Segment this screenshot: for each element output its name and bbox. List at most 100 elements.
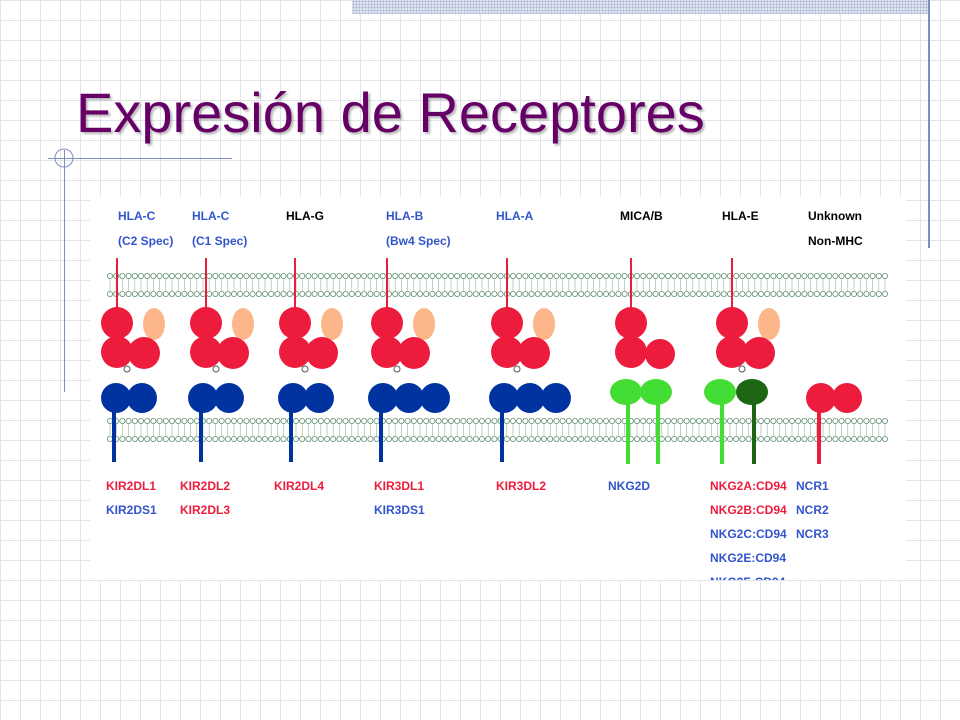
ligand-hla-a-peptide bbox=[513, 365, 521, 373]
lipid-head bbox=[844, 435, 851, 442]
lipid-head bbox=[491, 291, 498, 298]
lipid-head bbox=[677, 291, 684, 298]
receptor-kir3dl2-ig-domain bbox=[515, 383, 545, 413]
ligand-hla-c2-alpha3 bbox=[101, 307, 133, 339]
lipid-head bbox=[441, 273, 448, 280]
lipid-head bbox=[398, 435, 405, 442]
ligand-label: Unknown bbox=[808, 209, 862, 223]
lipid-head bbox=[255, 417, 262, 424]
lipid-head bbox=[330, 435, 337, 442]
lipid-head bbox=[720, 273, 727, 280]
lipid-head bbox=[144, 417, 151, 424]
lipid-head bbox=[714, 435, 721, 442]
receptor-label: KIR2DS1 bbox=[106, 503, 157, 517]
lipid-head bbox=[634, 417, 641, 424]
lipid-head bbox=[764, 273, 771, 280]
ligand-hla-c1-alpha3 bbox=[190, 307, 222, 339]
lipid-head bbox=[838, 273, 845, 280]
lipid-head bbox=[739, 417, 746, 424]
lipid-head bbox=[720, 291, 727, 298]
lipid-head bbox=[373, 417, 380, 424]
nk-cell-membrane bbox=[106, 417, 889, 442]
lipid-head bbox=[559, 435, 566, 442]
lipid-head bbox=[789, 291, 796, 298]
lipid-head bbox=[683, 435, 690, 442]
ligand-hla-c2-alpha1 bbox=[101, 336, 133, 368]
lipid-head bbox=[522, 273, 529, 280]
lipid-head bbox=[317, 273, 324, 280]
lipid-head bbox=[373, 291, 380, 298]
decor-vline-right bbox=[928, 0, 930, 248]
lipid-head bbox=[733, 417, 740, 424]
lipid-head bbox=[212, 291, 219, 298]
lipid-head bbox=[485, 273, 492, 280]
slide-title: Expresión de Receptores bbox=[76, 81, 705, 144]
lipid-head bbox=[274, 417, 281, 424]
lipid-head bbox=[398, 417, 405, 424]
ligand-hla-c2-b2m bbox=[143, 308, 165, 340]
lipid-head bbox=[373, 435, 380, 442]
lipid-head bbox=[336, 417, 343, 424]
lipid-head bbox=[770, 273, 777, 280]
lipid-head bbox=[423, 291, 430, 298]
lipid-head bbox=[218, 417, 225, 424]
lipid-head bbox=[181, 273, 188, 280]
lipid-head bbox=[305, 273, 312, 280]
lipid-head bbox=[255, 435, 262, 442]
lipid-head bbox=[677, 435, 684, 442]
lipid-head bbox=[410, 435, 417, 442]
lipid-head bbox=[851, 417, 858, 424]
lipid-head bbox=[640, 273, 647, 280]
lipid-head bbox=[851, 273, 858, 280]
lipid-head bbox=[447, 291, 454, 298]
lipid-head bbox=[708, 417, 715, 424]
lipid-head bbox=[144, 291, 151, 298]
ligand-hla-b-alpha3 bbox=[371, 307, 403, 339]
lipid-head bbox=[460, 273, 467, 280]
ligand-hla-a-b2m bbox=[533, 308, 555, 340]
lipid-head bbox=[478, 435, 485, 442]
lipid-head bbox=[200, 273, 207, 280]
ligand-hla-g-peptide bbox=[301, 365, 309, 373]
lipid-head bbox=[689, 435, 696, 442]
ligand-label: HLA-G bbox=[286, 209, 324, 223]
lipid-head bbox=[460, 291, 467, 298]
lipid-head bbox=[832, 273, 839, 280]
lipid-head bbox=[565, 435, 572, 442]
lipid-head bbox=[671, 417, 678, 424]
lipid-head bbox=[838, 417, 845, 424]
lipid-head bbox=[268, 435, 275, 442]
lipid-head bbox=[156, 291, 163, 298]
lipid-head bbox=[410, 417, 417, 424]
lipid-head bbox=[243, 291, 250, 298]
ligand-hla-e-alpha3 bbox=[716, 307, 748, 339]
lipid-head bbox=[429, 417, 436, 424]
lipid-head bbox=[696, 417, 703, 424]
lipid-head bbox=[714, 291, 721, 298]
lipid-head bbox=[534, 291, 541, 298]
lipid-head bbox=[863, 291, 870, 298]
lipid-head bbox=[844, 291, 851, 298]
lipid-head bbox=[336, 291, 343, 298]
lipid-head bbox=[342, 273, 349, 280]
lipid-head bbox=[801, 435, 808, 442]
lipid-head bbox=[454, 291, 461, 298]
lipid-head bbox=[125, 291, 132, 298]
lipid-head bbox=[268, 273, 275, 280]
lipid-head bbox=[454, 435, 461, 442]
lipid-head bbox=[441, 435, 448, 442]
lipid-head bbox=[162, 417, 169, 424]
lipid-head bbox=[299, 435, 306, 442]
lipid-head bbox=[119, 273, 126, 280]
lipid-head bbox=[379, 291, 386, 298]
ligand-label: HLA-C bbox=[192, 209, 230, 223]
ligand-hla-a-alpha3 bbox=[491, 307, 523, 339]
lipid-head bbox=[299, 273, 306, 280]
lipid-head bbox=[634, 273, 641, 280]
lipid-head bbox=[131, 435, 138, 442]
lipid-head bbox=[311, 291, 318, 298]
lipid-head bbox=[224, 291, 231, 298]
lipid-head bbox=[863, 435, 870, 442]
lipid-head bbox=[299, 417, 306, 424]
lipid-head bbox=[596, 273, 603, 280]
